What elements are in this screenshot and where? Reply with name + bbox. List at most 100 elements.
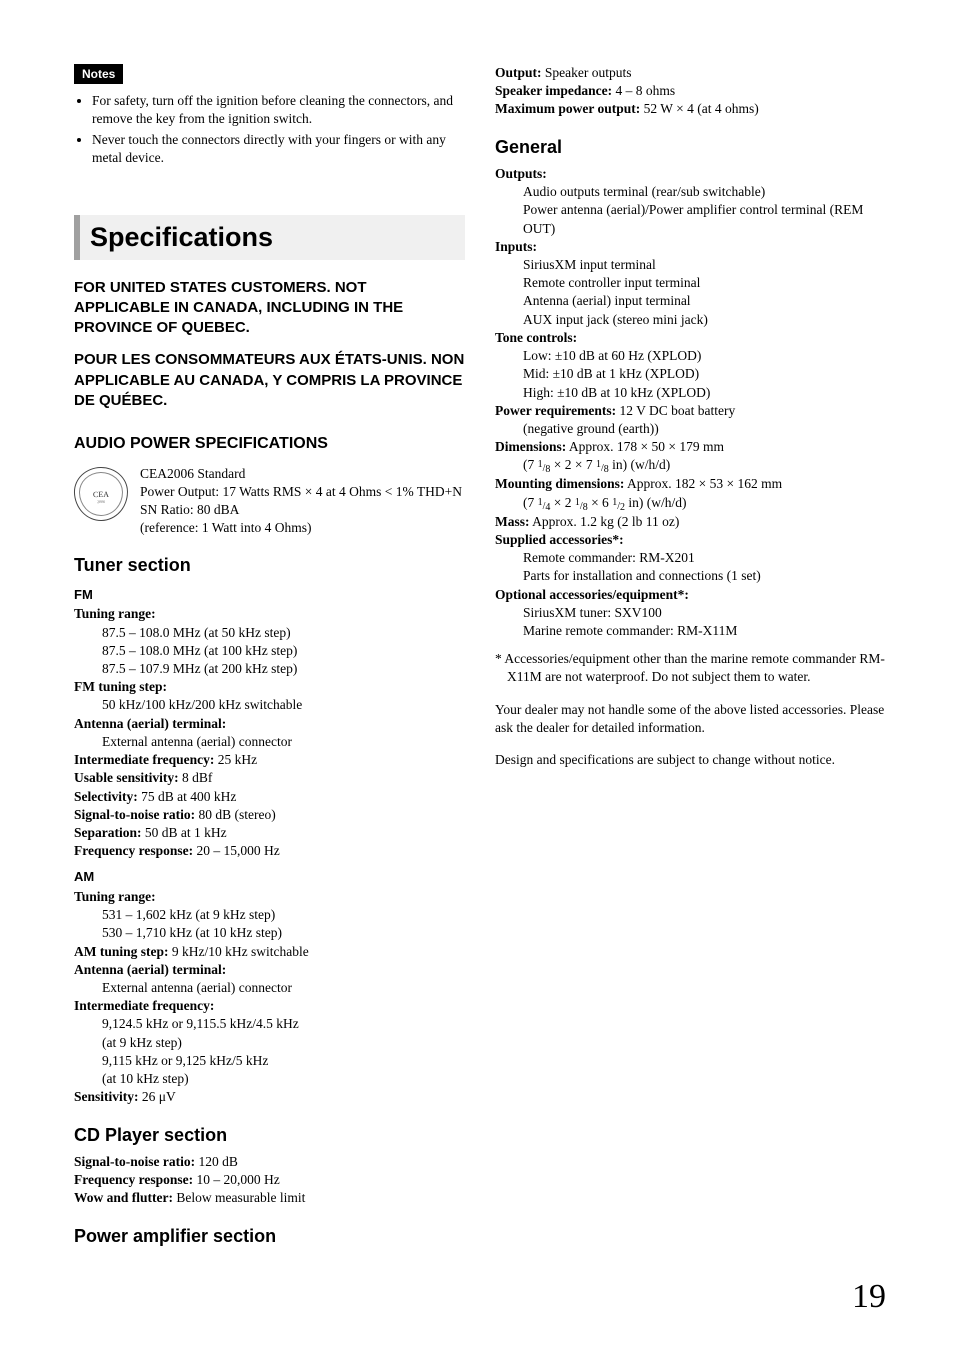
spec-value: (7 1/4 × 2 1/8 × 6 1/2 in) (w/h/d)	[495, 494, 886, 513]
spec-label: Dimensions:	[495, 439, 566, 454]
spec-value: SiriusXM tuner: SXV100	[495, 604, 886, 622]
spec-value: Remote commander: RM-X201	[495, 549, 886, 567]
spec-label: Tone controls:	[495, 329, 886, 347]
spec-label: Signal-to-noise ratio:	[74, 1154, 195, 1169]
spec-row: Frequency response: 10 – 20,000 Hz	[74, 1171, 465, 1189]
spec-label: Mass:	[495, 514, 530, 529]
cea-line: SN Ratio: 80 dBA	[140, 501, 462, 519]
spec-value: Audio outputs terminal (rear/sub switcha…	[495, 183, 886, 201]
cd-heading: CD Player section	[74, 1123, 465, 1147]
spec-row: Dimensions: Approx. 178 × 50 × 179 mm	[495, 438, 886, 456]
spec-value: 75 dB at 400 kHz	[138, 789, 237, 804]
spec-value: 9 kHz/10 kHz switchable	[169, 944, 309, 959]
tuner-heading: Tuner section	[74, 553, 465, 577]
spec-value: 12 V DC boat battery	[616, 403, 735, 418]
text: × 2 × 7	[550, 457, 596, 472]
spec-label: Wow and flutter:	[74, 1190, 173, 1205]
cea-line: Power Output: 17 Watts RMS × 4 at 4 Ohms…	[140, 483, 462, 501]
fraction: 1/8	[596, 460, 609, 475]
spec-label: AM tuning step:	[74, 944, 169, 959]
notes-label: Notes	[74, 64, 123, 84]
spec-value: 120 dB	[195, 1154, 238, 1169]
spec-label: Inputs:	[495, 238, 886, 256]
text: in) (w/h/d)	[625, 495, 687, 510]
cea-block: CEA2006 CEA2006 Standard Power Output: 1…	[74, 465, 465, 538]
fraction: 1/8	[575, 498, 588, 513]
note-item: Never touch the connectors directly with…	[92, 131, 465, 167]
spec-label: Outputs:	[495, 165, 886, 183]
fraction: 1/4	[538, 498, 551, 513]
spec-value: 10 – 20,000 Hz	[193, 1172, 280, 1187]
text: (7	[523, 495, 538, 510]
spec-value: 530 – 1,710 kHz (at 10 kHz step)	[74, 924, 465, 942]
spec-value: AUX input jack (stereo mini jack)	[495, 311, 886, 329]
page-number: 19	[852, 1274, 886, 1320]
fr-notice: POUR LES CONSOMMATEURS AUX ÉTATS-UNIS. N…	[74, 350, 465, 411]
notes-list: For safety, turn off the ignition before…	[74, 92, 465, 167]
spec-label: Tuning range:	[74, 605, 465, 623]
spec-value: 8 dBf	[179, 770, 213, 785]
spec-row: Maximum power output: 52 W × 4 (at 4 ohm…	[495, 100, 886, 118]
spec-label: Intermediate frequency:	[74, 752, 214, 767]
spec-row: Speaker impedance: 4 – 8 ohms	[495, 82, 886, 100]
spec-value: 87.5 – 107.9 MHz (at 200 kHz step)	[74, 660, 465, 678]
am-heading: AM	[74, 868, 465, 886]
spec-row: Signal-to-noise ratio: 80 dB (stereo)	[74, 806, 465, 824]
spec-value: 87.5 – 108.0 MHz (at 100 kHz step)	[74, 642, 465, 660]
spec-value: Below measurable limit	[173, 1190, 305, 1205]
spec-label: Power requirements:	[495, 403, 616, 418]
specifications-heading: Specifications	[74, 215, 465, 259]
spec-value: 20 – 15,000 Hz	[193, 843, 280, 858]
spec-value: External antenna (aerial) connector	[74, 979, 465, 997]
spec-value: Parts for installation and connections (…	[495, 567, 886, 585]
spec-row: Selectivity: 75 dB at 400 kHz	[74, 788, 465, 806]
spec-value: Approx. 1.2 kg (2 lb 11 oz)	[530, 514, 680, 529]
spec-value: Approx. 178 × 50 × 179 mm	[566, 439, 724, 454]
spec-label: Supplied accessories*:	[495, 531, 886, 549]
spec-value: Marine remote commander: RM-X11M	[495, 622, 886, 640]
cea-text: CEA2006 Standard Power Output: 17 Watts …	[140, 465, 462, 538]
spec-value: 4 – 8 ohms	[612, 83, 675, 98]
spec-value: 25 kHz	[214, 752, 257, 767]
power-amp-heading: Power amplifier section	[74, 1224, 465, 1248]
text: in) (w/h/d)	[609, 457, 671, 472]
spec-value: 531 – 1,602 kHz (at 9 kHz step)	[74, 906, 465, 924]
spec-label: Sensitivity:	[74, 1089, 139, 1104]
spec-value: 26 μV	[139, 1089, 176, 1104]
text: × 6	[588, 495, 613, 510]
spec-value: Antenna (aerial) input terminal	[495, 292, 886, 310]
spec-row: Frequency response: 20 – 15,000 Hz	[74, 842, 465, 860]
spec-row: Separation: 50 dB at 1 kHz	[74, 824, 465, 842]
spec-value: (7 1/8 × 2 × 7 1/8 in) (w/h/d)	[495, 456, 886, 475]
cea-line: CEA2006 Standard	[140, 465, 462, 483]
spec-row: Wow and flutter: Below measurable limit	[74, 1189, 465, 1207]
spec-value: 50 kHz/100 kHz/200 kHz switchable	[74, 696, 465, 714]
general-heading: General	[495, 135, 886, 159]
spec-label: Speaker impedance:	[495, 83, 612, 98]
spec-label: Usable sensitivity:	[74, 770, 179, 785]
audio-power-heading: AUDIO POWER SPECIFICATIONS	[74, 433, 465, 455]
spec-value: Remote controller input terminal	[495, 274, 886, 292]
spec-label: Frequency response:	[74, 843, 193, 858]
spec-label: Antenna (aerial) terminal:	[74, 715, 465, 733]
spec-value: 80 dB (stereo)	[195, 807, 276, 822]
spec-row: Mass: Approx. 1.2 kg (2 lb 11 oz)	[495, 513, 886, 531]
spec-label: Separation:	[74, 825, 142, 840]
spec-value: Approx. 182 × 53 × 162 mm	[624, 476, 782, 491]
spec-label: Optional accessories/equipment*:	[495, 586, 886, 604]
spec-value: 87.5 – 108.0 MHz (at 50 kHz step)	[74, 624, 465, 642]
spec-value: 9,124.5 kHz or 9,115.5 kHz/4.5 kHz	[74, 1015, 465, 1033]
spec-value: (at 9 kHz step)	[74, 1034, 465, 1052]
spec-value: Power antenna (aerial)/Power amplifier c…	[495, 201, 886, 237]
spec-value: Low: ±10 dB at 60 Hz (XPLOD)	[495, 347, 886, 365]
spec-value: Mid: ±10 dB at 1 kHz (XPLOD)	[495, 365, 886, 383]
design-note: Design and specifications are subject to…	[495, 751, 886, 769]
footnote: * Accessories/equipment other than the m…	[495, 650, 886, 686]
spec-row: Power requirements: 12 V DC boat battery	[495, 402, 886, 420]
note-item: For safety, turn off the ignition before…	[92, 92, 465, 128]
spec-value: External antenna (aerial) connector	[74, 733, 465, 751]
fraction: 1/2	[612, 498, 625, 513]
spec-value: (negative ground (earth))	[495, 420, 886, 438]
spec-value: Speaker outputs	[542, 65, 632, 80]
text: (7	[523, 457, 538, 472]
